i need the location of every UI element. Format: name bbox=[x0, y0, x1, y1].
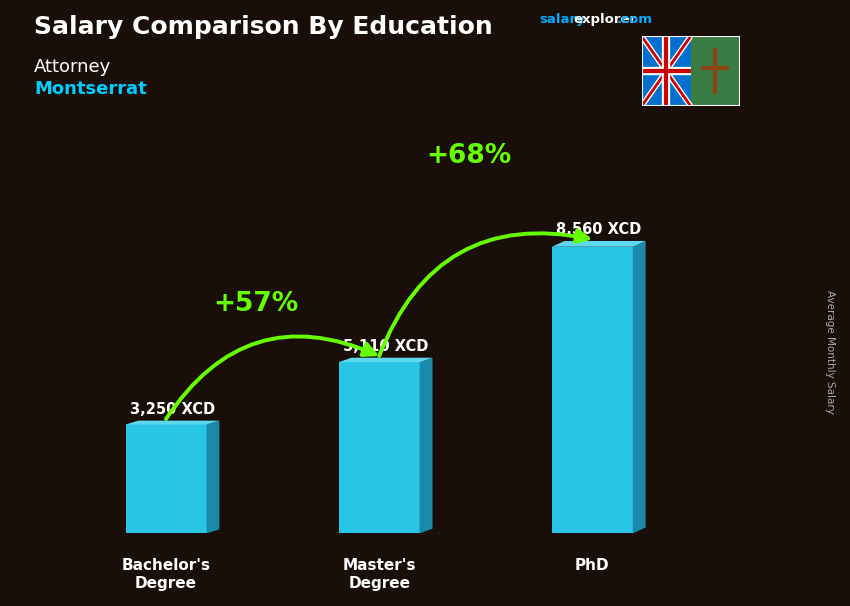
Text: PhD: PhD bbox=[575, 558, 609, 573]
Polygon shape bbox=[552, 247, 633, 533]
Text: Bachelor's
Degree: Bachelor's Degree bbox=[122, 558, 211, 591]
Text: Attorney: Attorney bbox=[34, 58, 111, 76]
Polygon shape bbox=[633, 241, 646, 533]
Text: Montserrat: Montserrat bbox=[34, 80, 147, 98]
Polygon shape bbox=[690, 36, 740, 106]
Polygon shape bbox=[642, 36, 740, 106]
Text: explorer: explorer bbox=[573, 13, 636, 26]
Polygon shape bbox=[338, 358, 433, 362]
Text: Average Monthly Salary: Average Monthly Salary bbox=[824, 290, 835, 413]
Text: Master's
Degree: Master's Degree bbox=[343, 558, 416, 591]
Polygon shape bbox=[338, 362, 420, 533]
Text: 8,560 XCD: 8,560 XCD bbox=[556, 222, 642, 237]
Text: Salary Comparison By Education: Salary Comparison By Education bbox=[34, 15, 493, 39]
Text: salary: salary bbox=[540, 13, 586, 26]
Text: 5,110 XCD: 5,110 XCD bbox=[343, 339, 428, 354]
Polygon shape bbox=[552, 241, 646, 247]
Polygon shape bbox=[126, 421, 219, 424]
Text: +57%: +57% bbox=[213, 291, 298, 318]
Polygon shape bbox=[126, 424, 207, 533]
Polygon shape bbox=[207, 421, 219, 533]
Polygon shape bbox=[420, 358, 433, 533]
Text: +68%: +68% bbox=[426, 144, 512, 170]
Text: 3,250 XCD: 3,250 XCD bbox=[130, 402, 215, 416]
Text: .com: .com bbox=[617, 13, 653, 26]
